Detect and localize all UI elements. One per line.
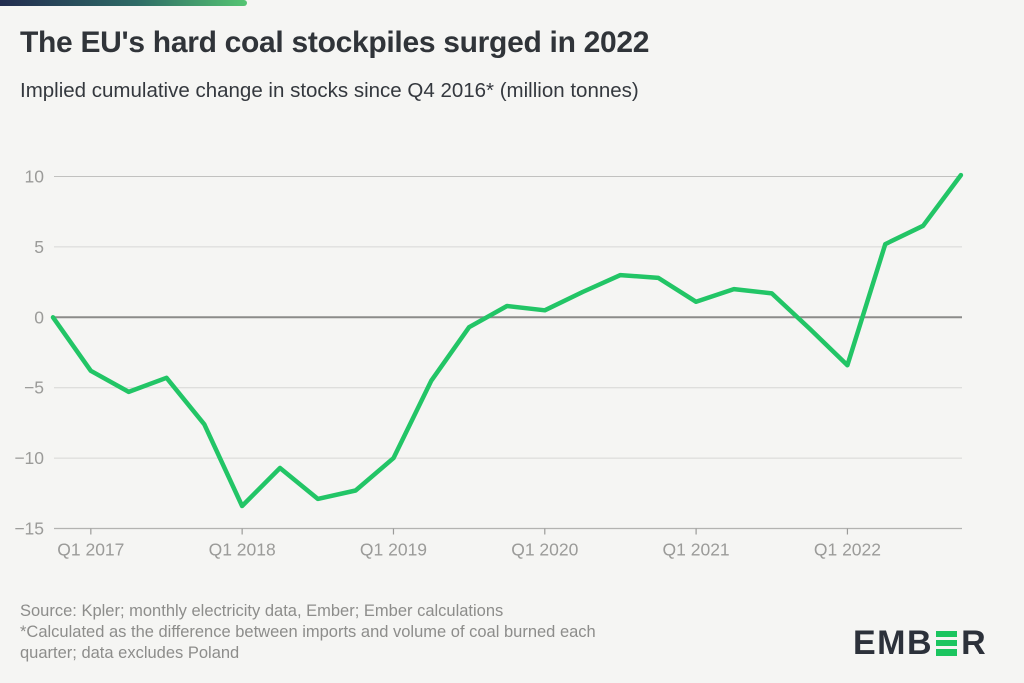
footnote-line-2: quarter; data excludes Poland	[20, 644, 240, 662]
footnote-line-1: *Calculated as the difference between im…	[20, 623, 596, 641]
y-axis-label: −15	[14, 519, 44, 539]
x-axis-label: Q1 2022	[814, 540, 881, 560]
source-note: Source: Kpler; monthly electricity data,…	[20, 601, 596, 664]
y-axis-label: 10	[25, 167, 45, 187]
brand-gradient-bar	[0, 0, 247, 6]
data-line	[50, 172, 964, 509]
y-axis-label: −5	[24, 378, 44, 398]
x-axis-label: Q1 2017	[57, 540, 124, 560]
logo-green-e-icon	[936, 630, 958, 656]
x-axis-label: Q1 2021	[663, 540, 730, 560]
y-axis-label: −10	[14, 448, 44, 468]
ember-logo: EMB R	[853, 624, 987, 662]
x-axis-label: Q1 2019	[360, 540, 427, 560]
y-axis-label: 0	[34, 307, 44, 327]
source-line: Source: Kpler; monthly electricity data,…	[20, 602, 504, 620]
logo-text-r: R	[961, 623, 988, 662]
x-axis-label: Q1 2020	[511, 540, 578, 560]
logo-text-emb: EMB	[853, 623, 934, 662]
chart-title: The EU's hard coal stockpiles surged in …	[20, 26, 650, 59]
x-axis-label: Q1 2018	[209, 540, 276, 560]
chart-subtitle: Implied cumulative change in stocks sinc…	[20, 79, 639, 102]
y-axis-label: 5	[34, 237, 44, 257]
